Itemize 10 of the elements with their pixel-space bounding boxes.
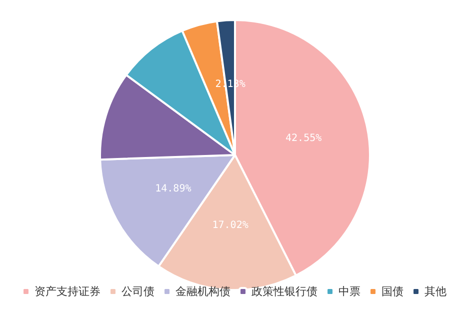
legend-label: 国债 — [382, 285, 404, 298]
legend-label: 金融机构债 — [176, 285, 230, 298]
legend-label: 其他 — [424, 285, 446, 298]
legend-label: 资产支持证券 — [34, 285, 100, 298]
data-label: 14.89% — [155, 183, 192, 194]
legend-label: 公司债 — [122, 285, 154, 298]
legend-label: 中票 — [338, 285, 360, 298]
data-label: 17.02% — [212, 220, 248, 231]
data-label: 42.55% — [286, 133, 322, 144]
legend-label: 政策性银行债 — [252, 285, 318, 298]
